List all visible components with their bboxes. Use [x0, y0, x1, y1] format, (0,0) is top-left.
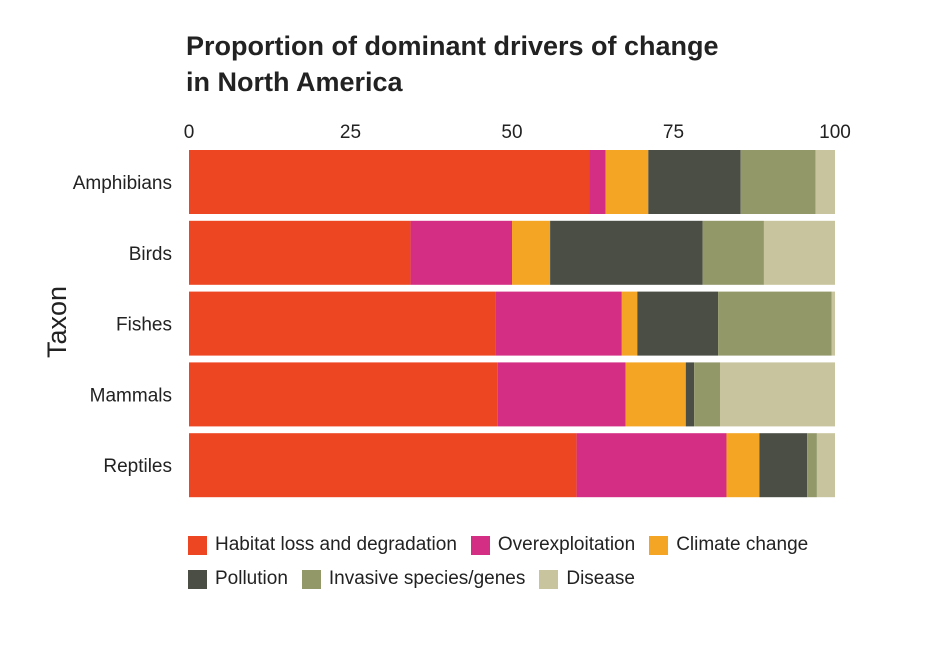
bar-segment-reptiles-climate-change: [726, 433, 760, 498]
legend-item-disease: Disease: [539, 568, 635, 590]
bar-segment-reptiles-overexploitation: [576, 433, 727, 498]
bar-segment-reptiles-invasive-species-genes: [807, 433, 817, 498]
bar-segment-amphibians-pollution: [648, 150, 741, 214]
category-label-amphibians: Amphibians: [73, 173, 172, 194]
bar-segment-birds-disease: [763, 220, 835, 285]
legend-swatch: [470, 535, 490, 555]
x-tick-label: 75: [663, 122, 684, 143]
bar-segment-amphibians-overexploitation: [589, 150, 606, 214]
legend-item-overexploitation: Overexploitation: [470, 534, 636, 556]
legend-swatch: [539, 569, 559, 589]
chart-title: Proportion of dominant drivers of change…: [186, 28, 906, 100]
legend-swatch: [188, 569, 207, 589]
category-label-mammals: Mammals: [90, 385, 172, 406]
bar-segment-mammals-pollution: [685, 362, 695, 427]
bar-segment-fishes-climate-change: [621, 291, 638, 356]
bar-segment-mammals-climate-change: [625, 362, 686, 427]
y-axis-label: Taxon: [42, 286, 72, 358]
legend-swatch: [301, 569, 321, 589]
x-axis-ticks: 0 25 50 75 100: [184, 122, 851, 143]
bar-segment-birds-invasive-species-genes: [702, 220, 764, 285]
category-label-birds: Birds: [129, 244, 172, 265]
legend-item-invasive-species-genes: Invasive species/genes: [301, 568, 526, 590]
x-tick-label: 100: [819, 122, 851, 143]
bar-segment-reptiles-disease: [816, 433, 835, 498]
bar-segment-mammals-invasive-species-genes: [694, 362, 721, 427]
category-label-reptiles: Reptiles: [103, 456, 172, 477]
legend-row: Pollution Invasive species/genes Disease: [188, 562, 928, 596]
chart-title-line-1: Proportion of dominant drivers of change: [186, 31, 719, 61]
bar-segment-fishes-pollution: [637, 291, 719, 356]
bar-segment-mammals-disease: [720, 362, 835, 427]
legend: Habitat loss and degradation Overexploita…: [188, 528, 928, 596]
x-tick-label: 0: [184, 122, 195, 143]
x-tick-label: 25: [340, 122, 361, 143]
category-label-fishes: Fishes: [116, 315, 172, 336]
legend-swatch: [649, 535, 669, 555]
legend-swatch: [188, 535, 207, 555]
y-axis-category-labels: Amphibians Birds Fishes Mammals Reptiles: [73, 173, 172, 477]
bar-segment-fishes-overexploitation: [495, 291, 622, 356]
legend-label: Pollution: [215, 568, 288, 589]
bar-segment-mammals-overexploitation: [497, 362, 626, 427]
bar-segment-birds-climate-change: [512, 220, 551, 285]
bar-segment-fishes-habitat-loss-and-degradation: [189, 291, 496, 356]
bar-segment-fishes-disease: [831, 291, 835, 356]
legend-item-climate-change: Climate change: [649, 534, 808, 556]
legend-row: Habitat loss and degradation Overexploita…: [188, 528, 928, 562]
bar-segment-fishes-invasive-species-genes: [718, 291, 832, 356]
chart-title-line-2: in North America: [186, 67, 403, 97]
bar-segment-amphibians-invasive-species-genes: [740, 150, 816, 214]
x-tick-label: 50: [501, 122, 522, 143]
legend-label: Overexploitation: [497, 534, 636, 555]
bars-group: [189, 150, 835, 498]
legend-item-pollution: Pollution: [188, 568, 288, 590]
legend-label: Habitat loss and degradation: [215, 534, 457, 555]
bar-segment-mammals-habitat-loss-and-degradation: [189, 362, 498, 427]
bar-segment-reptiles-pollution: [759, 433, 808, 498]
legend-item-habitat-loss-and-degradation: Habitat loss and degradation: [188, 534, 457, 556]
legend-label: Invasive species/genes: [328, 568, 526, 589]
bar-segment-amphibians-climate-change: [605, 150, 649, 214]
legend-label: Climate change: [676, 534, 809, 555]
bar-segment-birds-pollution: [550, 220, 703, 285]
bar-segment-amphibians-habitat-loss-and-degradation: [189, 150, 590, 214]
bar-segment-birds-habitat-loss-and-degradation: [189, 220, 411, 285]
bar-segment-reptiles-habitat-loss-and-degradation: [189, 433, 577, 498]
bar-segment-birds-overexploitation: [410, 220, 512, 285]
legend-label: Disease: [566, 568, 635, 589]
bar-segment-amphibians-disease: [815, 150, 835, 214]
